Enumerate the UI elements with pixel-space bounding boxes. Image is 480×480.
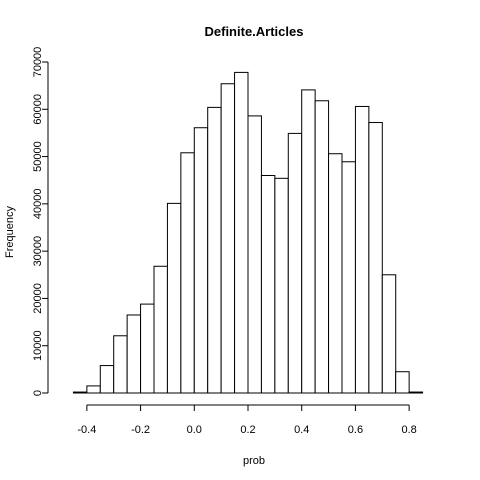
histogram-bar: [234, 71, 249, 394]
histogram-bar: [395, 371, 410, 394]
histogram-bar: [153, 265, 168, 394]
histogram-bar: [113, 335, 128, 394]
histogram-bar: [99, 365, 115, 394]
y-tick-label: 50000: [32, 141, 44, 172]
histogram-bar: [247, 115, 262, 394]
x-tick-label: 0.6: [348, 424, 363, 436]
histogram-bar: [274, 177, 289, 394]
histogram-bar: [328, 153, 343, 394]
histogram-bar: [72, 391, 88, 394]
histogram-bar: [301, 89, 316, 394]
x-tick-label: 0.8: [401, 424, 416, 436]
x-axis-label: prob: [243, 455, 265, 467]
histogram-bar: [368, 122, 383, 394]
y-tick-label: 40000: [32, 189, 44, 220]
y-tick-label: 0: [32, 390, 44, 396]
histogram-bar: [193, 127, 209, 394]
histogram-bar: [260, 174, 276, 394]
y-axis: 0 10000 20000 30000 40000 50000 60000 70000: [32, 47, 49, 396]
x-tick-label: -0.2: [131, 424, 150, 436]
x-tick-label: 0.2: [240, 424, 255, 436]
bars-group: [72, 71, 424, 394]
histogram-bar: [408, 391, 424, 394]
histogram-bar: [220, 83, 236, 394]
y-tick-label: 70000: [32, 47, 44, 78]
x-tick-label: 0.4: [294, 424, 309, 436]
histogram-bar: [140, 303, 155, 394]
y-tick-label: 20000: [32, 283, 44, 314]
histogram-bar: [381, 274, 397, 394]
histogram-bar: [314, 100, 330, 394]
y-tick-label: 60000: [32, 94, 44, 125]
x-axis: -0.4 -0.2 0.0 0.2 0.4 0.6 0.8: [77, 404, 417, 436]
y-tick-label: 30000: [32, 236, 44, 267]
histogram-bar: [126, 314, 142, 394]
histogram-bar: [207, 106, 222, 394]
histogram-bar: [354, 105, 370, 394]
histogram-bar: [180, 152, 195, 394]
histogram-bar: [287, 132, 303, 394]
histogram-bar: [86, 385, 101, 394]
histogram-bar: [341, 161, 356, 394]
x-tick-label: -0.4: [77, 424, 96, 436]
histogram-bar: [166, 202, 182, 394]
x-tick-label: 0.0: [187, 424, 202, 436]
y-axis-label: Frequency: [4, 206, 16, 258]
y-tick-label: 10000: [32, 330, 44, 361]
chart-title: Definite.Articles: [205, 24, 304, 39]
